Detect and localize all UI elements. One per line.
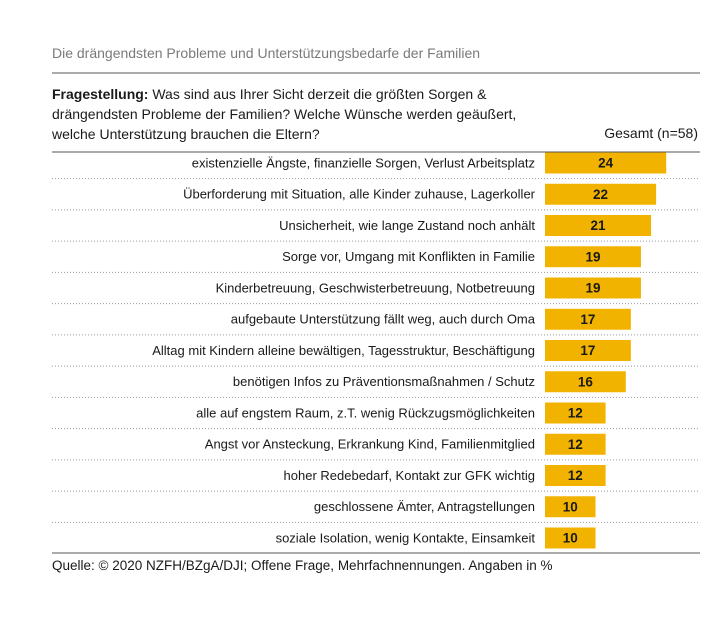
category-label: hoher Redebedarf, Kontakt zur GFK wichti… [284,468,535,483]
value-label: 12 [568,468,583,483]
bar [545,183,657,205]
question-text: Was sind aus Ihrer Sicht derzeit die grö… [52,86,517,142]
value-label: 17 [580,312,595,327]
bar [545,215,652,236]
bar [545,340,631,361]
category-label: Überforderung mit Situation, alle Kinder… [183,187,536,202]
category-label: Sorge vor, Umgang mit Konflikten in Fami… [282,249,535,264]
category-label: aufgebaute Unterstützung fällt weg, auch… [231,312,536,327]
source-note: Quelle: © 2020 NZFH/BZgA/DJI; Offene Fra… [52,558,553,573]
bar [545,246,641,268]
chart-title: Die drängendsten Probleme und Unterstütz… [52,45,481,61]
value-label: 17 [580,343,595,358]
value-label: 19 [585,249,600,264]
question: Fragestellung: Was sind aus Ihrer Sicht … [52,84,532,144]
bar [545,371,626,393]
bar [545,308,631,330]
category-label: Unsicherheit, wie lange Zustand noch anh… [279,218,535,233]
bar [545,465,606,486]
category-label: benötigen Infos zu Präventionsmaßnahmen … [233,374,535,389]
category-label: alle auf engstem Raum, z.T. wenig Rückzu… [196,405,535,420]
bar [545,433,606,455]
bar [545,402,606,424]
value-label: 21 [591,218,607,233]
question-label: Fragestellung: [52,86,149,102]
category-label: Angst vor Ansteckung, Erkrankung Kind, F… [205,437,535,452]
category-label: geschlossene Ämter, Antragstellungen [314,499,535,514]
value-label: 10 [563,499,578,514]
bar [545,152,667,174]
value-label: 24 [598,156,614,171]
value-label: 12 [568,406,583,421]
bar [545,527,596,549]
value-label: 10 [563,531,578,546]
bar [545,277,641,299]
value-label: 19 [585,281,600,296]
value-label: 16 [578,374,594,389]
category-label: soziale Isolation, wenig Kontakte, Einsa… [276,530,536,545]
category-label: existenzielle Ängste, finanzielle Sorgen… [192,155,535,170]
value-label: 12 [568,437,583,452]
bar [545,496,596,518]
category-label: Alltag mit Kindern alleine bewältigen, T… [152,343,535,358]
column-header: Gesamt (n=58) [604,125,698,141]
value-label: 22 [593,187,608,202]
category-label: Kinderbetreuung, Geschwisterbetreuung, N… [216,280,535,295]
